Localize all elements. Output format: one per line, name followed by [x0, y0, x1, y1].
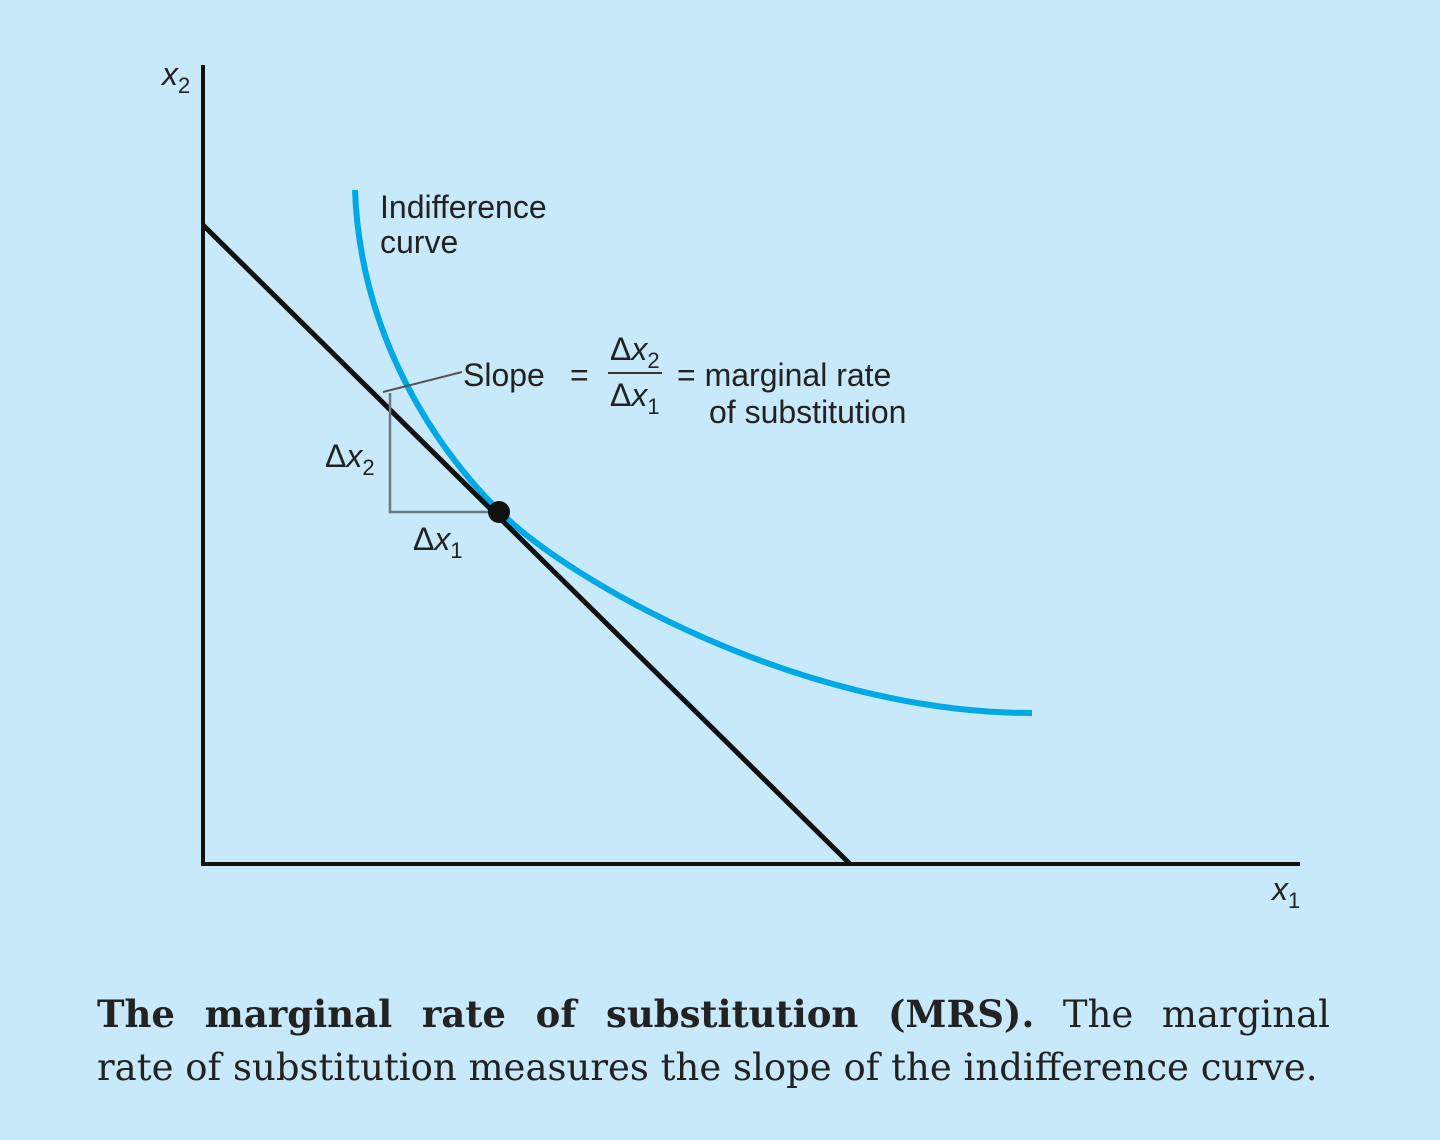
curve-label-line1: Indifference — [380, 189, 547, 225]
x-axis-label: x1 — [1270, 871, 1300, 913]
tangency-point — [488, 501, 510, 523]
mrs-label-line1: = marginal rate — [677, 357, 891, 393]
slope-label: Slope — [463, 357, 545, 393]
caption-text-start: The marginal — [1062, 993, 1330, 1036]
delta-x2-label: Δx2 — [325, 438, 375, 480]
delta-x1-label: Δx1 — [413, 521, 463, 563]
tangent-line — [201, 223, 852, 866]
caption-line1: The marginal rate of substitution (MRS).… — [97, 988, 1330, 1041]
curve-label-line2: curve — [380, 224, 458, 260]
caption-line2: rate of substitution measures the slope … — [97, 1046, 1318, 1089]
slope-leader-line — [382, 371, 463, 393]
slope-equals: = — [570, 357, 589, 393]
indifference-curve — [352, 189, 1033, 716]
mrs-label-line2: of substitution — [709, 394, 906, 430]
caption-title: The marginal rate of substitution (MRS). — [97, 992, 1035, 1036]
fraction-numerator: Δx2 — [610, 331, 660, 373]
slope-triangle — [388, 393, 492, 514]
y-axis-label: x2 — [160, 56, 190, 98]
fraction-denominator: Δx1 — [610, 377, 660, 419]
figure-caption: The marginal rate of substitution (MRS).… — [97, 988, 1330, 1094]
